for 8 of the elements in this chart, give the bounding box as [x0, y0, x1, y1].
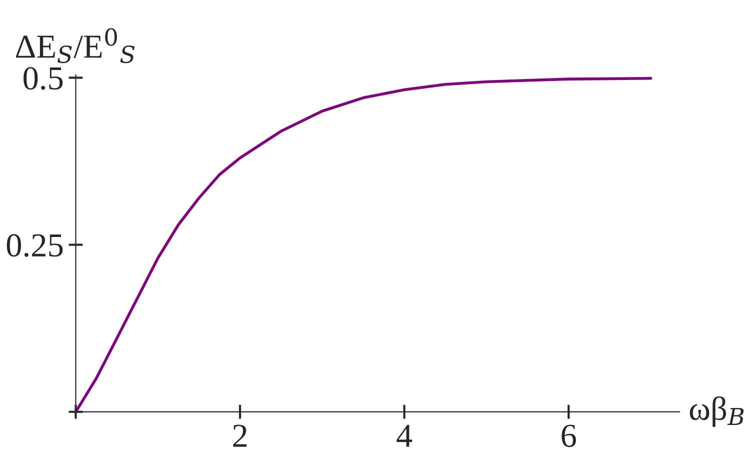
x-tick-label: 2 — [233, 424, 247, 447]
line-series — [76, 77, 652, 412]
x-axis-title: ωβ$_{B}$ — [690, 396, 744, 427]
x-tick-label: 4 — [396, 424, 412, 447]
y-axis-title: ΔE$_{S}$/E$^{0}$$_{S}$ — [16, 28, 135, 64]
y-tick-label: 0.25 — [6, 234, 63, 257]
y-tick-label: 0.5 — [24, 67, 63, 90]
x-tick-label: 6 — [562, 424, 576, 448]
